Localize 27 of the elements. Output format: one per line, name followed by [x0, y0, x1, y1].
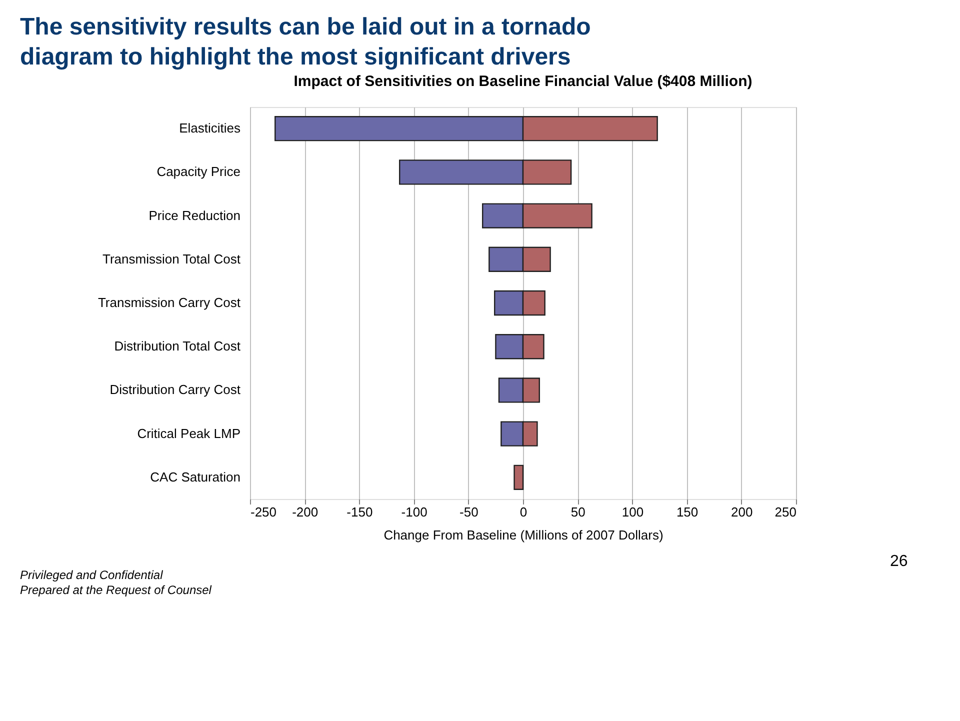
y-tick-label: Transmission Carry Cost — [98, 295, 241, 310]
y-tick-label: CAC Saturation — [150, 469, 240, 484]
x-tick-label: 200 — [731, 504, 753, 520]
x-tick-label: -150 — [346, 504, 373, 520]
y-tick-label: Critical Peak LMP — [137, 426, 240, 441]
y-tick-label: Capacity Price — [156, 164, 240, 180]
y-tick-label: Price Reduction — [148, 208, 240, 223]
text: Prepared at the Request of Counsel — [20, 583, 212, 597]
x-tick-label: -50 — [460, 504, 478, 520]
y-tick-label: Distribution Total Cost — [114, 338, 241, 354]
x-tick-label: 150 — [676, 504, 698, 520]
text: Privileged and Confidential — [20, 568, 164, 582]
text: 26 — [890, 553, 908, 570]
y-tick-label: Elasticities — [179, 120, 241, 136]
x-tick-label: -100 — [401, 504, 428, 520]
x-tick-label: -200 — [292, 504, 318, 520]
x-tick-label: 50 — [570, 504, 586, 520]
y-tick-label: Transmission Total Cost — [102, 251, 241, 266]
bar — [514, 464, 524, 490]
y-tick-label: Distribution Carry Cost — [110, 382, 241, 398]
x-tick-label: 0 — [520, 504, 528, 520]
x-tick-label: -250 — [250, 504, 277, 520]
x-axis-title: Change From Baseline (Millions of 2007 Dollars) — [384, 528, 664, 542]
x-tick-label: 250 — [774, 504, 796, 520]
x-tick-label: 100 — [622, 504, 644, 520]
chart-subtitle: Impact of Sensitivities on Baseline Financial Value ($408 Million) — [294, 73, 752, 90]
chart-title: The sensitivity results can be laid out in a tornado diagram to highlight the most significant drivers — [20, 14, 591, 70]
